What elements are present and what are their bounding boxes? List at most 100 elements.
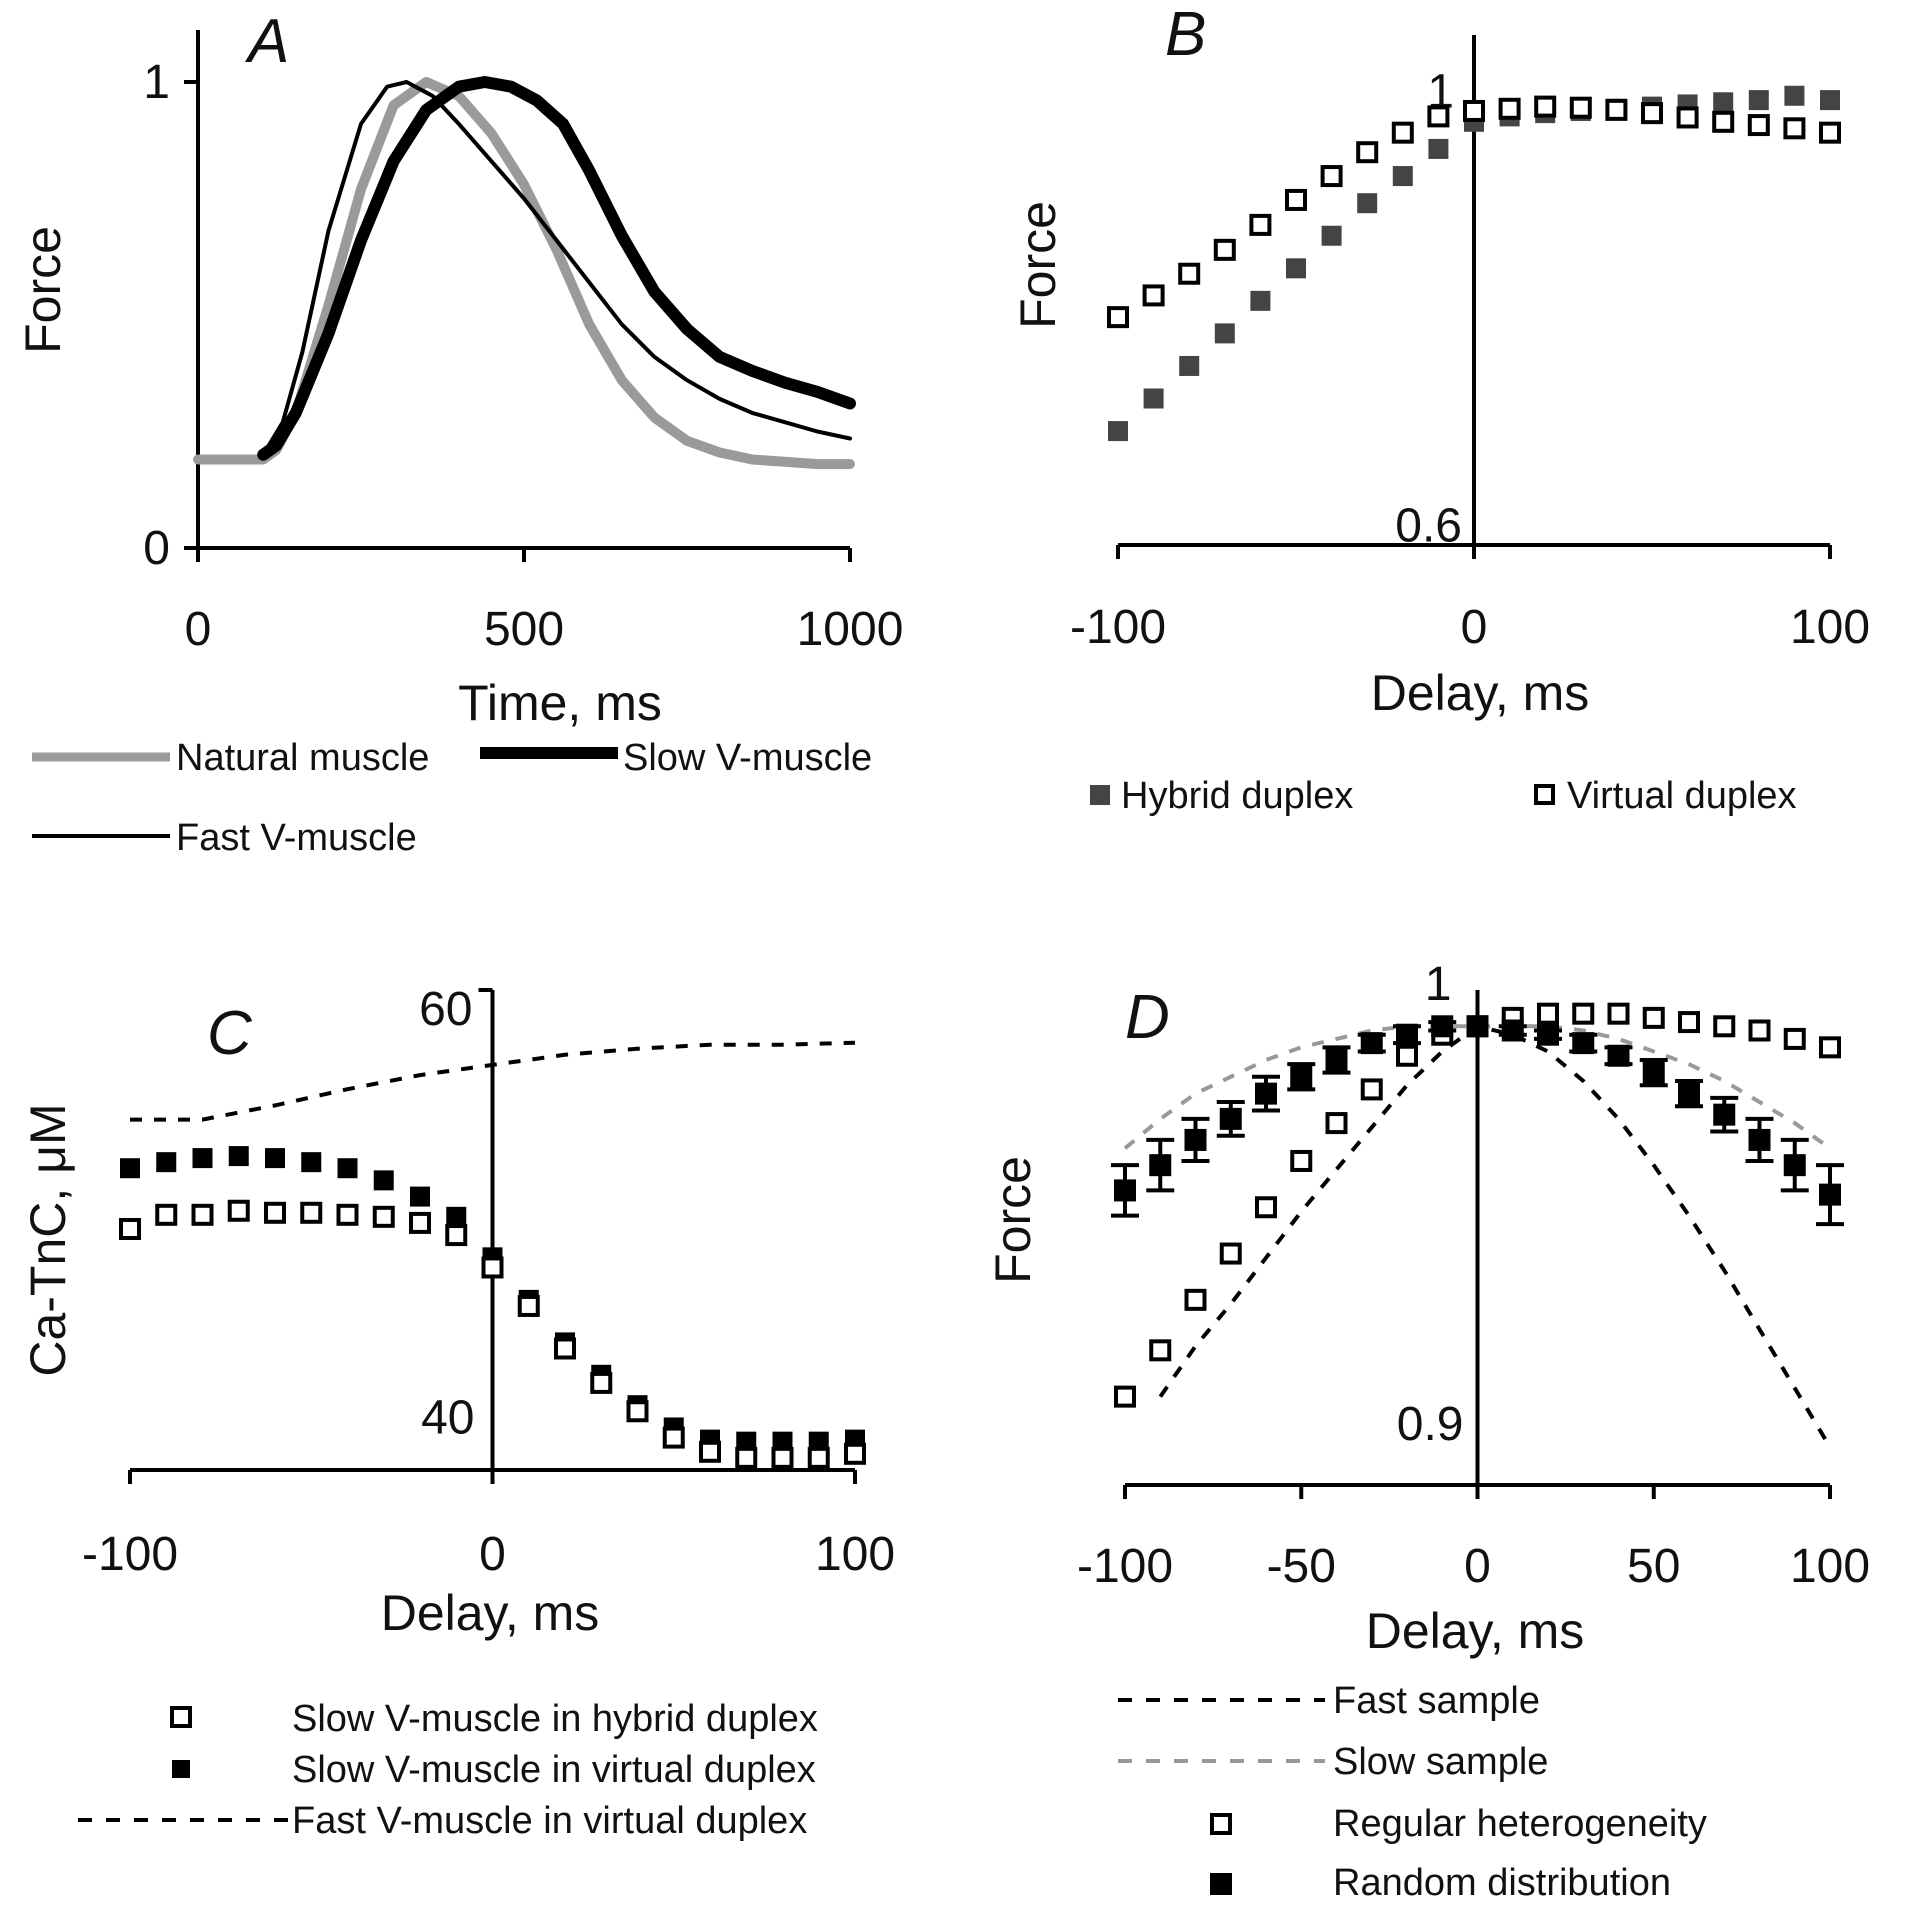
panel-b-virtual-point <box>1676 106 1699 129</box>
legend-slow-sample: Slow sample <box>1333 1741 1548 1783</box>
panel-d-regular-point <box>1607 1002 1630 1025</box>
panel-d-random-point <box>1607 1044 1630 1067</box>
panel-a-ylabel: Force <box>15 226 71 354</box>
panel-c-slow-hybrid-point <box>445 1224 468 1247</box>
panel-a-ytick-label: 0 <box>143 522 170 575</box>
panel-b-virtual-point <box>1142 284 1165 307</box>
panel-d-random-point <box>1184 1128 1207 1151</box>
panel-b-hybrid-point <box>1321 225 1342 246</box>
panel-c-xtick-label: 100 <box>815 1528 895 1581</box>
panel-d-regular-point <box>1678 1011 1700 1034</box>
panel-c-slow-hybrid-point <box>662 1426 685 1449</box>
panel-c-slow-hybrid-point <box>807 1446 830 1469</box>
panel-c-slow-hybrid-point <box>372 1205 395 1228</box>
panel-b-virtual-point <box>1213 238 1236 261</box>
panel-c-slow-virtual-point <box>301 1152 322 1173</box>
panel-b-virtual-point <box>1178 262 1201 285</box>
panel-c-slow-hybrid-point <box>227 1199 250 1222</box>
panel-d-random-point <box>1466 1015 1489 1038</box>
panel-b-virtual-point <box>1747 114 1770 137</box>
panel-d-random-point <box>1783 1154 1806 1177</box>
legend-virtual-duplex-swatch <box>1534 784 1555 805</box>
panel-c-slow-virtual-point <box>192 1148 213 1169</box>
panel-d-regular-point <box>1819 1036 1841 1059</box>
panel-d-regular-point <box>1149 1339 1172 1362</box>
panel-c-slow-virtual-point <box>410 1186 430 1207</box>
panel-c-ytick-label: 40 <box>421 1391 474 1444</box>
panel-d-regular-point <box>1290 1149 1313 1172</box>
panel-d-letter: D <box>1125 983 1170 1052</box>
panel-c-slow-hybrid-point <box>155 1203 178 1226</box>
panel-c-slow-hybrid-point <box>771 1446 794 1469</box>
panel-d-random-point <box>1396 1023 1418 1046</box>
panel-b-hybrid-point <box>1820 90 1840 111</box>
panel-b-virtual-point <box>1819 121 1841 144</box>
panel-a-series-slow-v-muscle <box>257 76 856 461</box>
panel-b-virtual-point <box>1569 96 1592 119</box>
legend-random-distribution: Random distribution <box>1333 1862 1671 1904</box>
panel-a-series-fast-v-muscle <box>261 80 852 457</box>
legend-random-distribution-swatch <box>1210 1873 1232 1895</box>
panel-c-slow-hybrid-point <box>481 1256 504 1279</box>
panel-d-ytick-label: 0.9 <box>1397 1398 1464 1451</box>
panel-c-slow-hybrid-point <box>409 1211 431 1234</box>
panel-b-legend: Hybrid duplex Virtual duplex <box>1090 775 1797 817</box>
panel-d-random-point <box>1114 1179 1136 1202</box>
legend-hybrid-duplex-swatch <box>1090 785 1110 805</box>
legend-virtual-duplex: Virtual duplex <box>1567 775 1797 817</box>
panel-d-regular-point <box>1783 1027 1806 1050</box>
panel-b-virtual-point <box>1391 121 1414 144</box>
panel-c-slow-hybrid-point <box>517 1294 540 1317</box>
panel-c-slow-virtual-point <box>736 1431 757 1452</box>
panel-c-slow-hybrid-point <box>590 1371 613 1394</box>
panel-a-xtick-label: 0 <box>185 603 212 656</box>
panel-b-virtual-point <box>1463 99 1485 122</box>
panel-d-regular-point <box>1255 1196 1277 1219</box>
legend-fast-v-muscle: Fast V-muscle <box>176 817 417 859</box>
panel-d-regular-point <box>1360 1078 1383 1101</box>
panel-d-fast-sample-line <box>1158 1024 1832 1449</box>
panel-b-xtick-label: 100 <box>1790 601 1870 654</box>
panel-a-letter: A <box>244 7 289 76</box>
panel-d-plot: -100 -50 0 50 100 1 0.9 <box>1077 958 1870 1593</box>
legend-fast-virtual: Fast V-muscle in virtual duplex <box>292 1800 807 1842</box>
panel-d-random-point <box>1290 1065 1313 1088</box>
panel-d-regular-point <box>1325 1112 1348 1135</box>
panel-d-xtick-label: -50 <box>1267 1540 1336 1593</box>
panel-b-hybrid-point <box>1357 193 1378 214</box>
panel-d-random-point <box>1325 1048 1348 1071</box>
panel-a-xtick-label: 500 <box>484 603 564 656</box>
legend-slow-virtual: Slow V-muscle in virtual duplex <box>292 1749 816 1791</box>
legend-slow-virtual-swatch <box>172 1760 190 1778</box>
panel-b-virtual-point <box>1356 141 1379 164</box>
panel-b-xtick-label: -100 <box>1070 601 1166 654</box>
legend-slow-hybrid: Slow V-muscle in hybrid duplex <box>292 1698 818 1740</box>
panel-b-virtual-point <box>1249 213 1272 236</box>
panel-c-legend: Slow V-muscle in hybrid duplex Slow V-mu… <box>78 1698 818 1842</box>
panel-c-slow-hybrid-point <box>554 1337 576 1360</box>
panel-d-regular-point <box>1114 1385 1136 1408</box>
panel-d-ylabel: Force <box>985 1156 1041 1284</box>
panel-c-plot: -100 0 100 60 40 <box>82 983 895 1581</box>
panel-b-letter: B <box>1165 0 1206 69</box>
panel-b-hybrid-point <box>1784 85 1805 106</box>
panel-b-hybrid-point <box>1143 388 1164 409</box>
panel-b-virtual-point <box>1605 98 1628 121</box>
panel-c-ytick-label: 60 <box>419 983 472 1036</box>
panel-b-hybrid-point <box>1250 290 1271 311</box>
panel-d-random-point <box>1713 1103 1736 1126</box>
panel-c-slow-virtual-point <box>446 1206 467 1227</box>
panel-c-slow-virtual-point <box>772 1431 793 1452</box>
panel-d-legend: Fast sample Slow sample Regular heteroge… <box>1118 1680 1707 1904</box>
panel-d-random-point <box>1255 1082 1277 1105</box>
panel-d-regular-point <box>1572 1002 1595 1025</box>
legend-regular-heterogeneity-swatch <box>1210 1813 1232 1835</box>
panel-b-hybrid-point <box>1179 355 1200 376</box>
panel-d-ytick-label: 1 <box>1425 958 1452 1011</box>
panel-d-random-point <box>1572 1032 1595 1055</box>
panel-d-slow-sample-line <box>1123 1024 1832 1150</box>
panel-c-xtick-label: -100 <box>82 1528 178 1581</box>
